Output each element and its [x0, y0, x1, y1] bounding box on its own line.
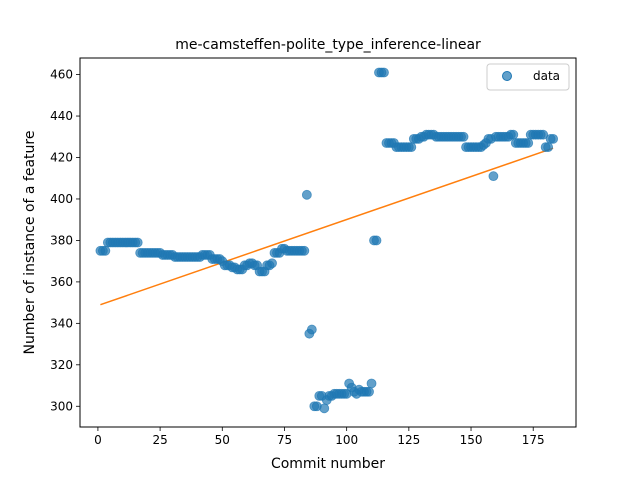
data-point	[319, 403, 330, 414]
x-axis-label: Commit number	[271, 456, 385, 472]
data-point	[299, 245, 310, 256]
fit-line-layer	[100, 147, 554, 306]
legend-marker-data	[502, 71, 512, 81]
legend-label-data: data	[533, 69, 560, 83]
data-point	[306, 324, 317, 335]
legend-box	[486, 63, 570, 91]
data-point	[267, 258, 277, 269]
data-point	[100, 245, 111, 256]
data-point	[538, 129, 549, 140]
x-axis-ticks: 0 25 50 75 100 125 150 175	[94, 427, 545, 447]
data-point	[379, 67, 389, 78]
legend: data	[486, 63, 570, 91]
data-point	[548, 133, 559, 144]
fit-line	[100, 147, 554, 306]
y-tick-label: 300	[50, 399, 73, 413]
data-point	[543, 142, 554, 153]
y-tick-label: 360	[50, 275, 73, 289]
x-tick-label: 125	[397, 433, 420, 447]
data-point	[366, 378, 377, 389]
data-point	[364, 386, 374, 397]
x-tick-label: 150	[460, 433, 483, 447]
points-layer	[95, 67, 559, 414]
y-tick-label: 420	[50, 151, 73, 165]
y-axis-ticks: 300 320 340 360 380 400 420 440 460	[50, 68, 80, 413]
data-point	[508, 129, 519, 140]
x-tick-label: 175	[522, 433, 545, 447]
data-point	[371, 235, 382, 246]
data-point	[132, 237, 143, 248]
x-tick-label: 0	[94, 433, 102, 447]
data-point	[488, 171, 499, 182]
y-tick-label: 340	[50, 316, 73, 330]
x-tick-label: 75	[277, 433, 292, 447]
y-tick-label: 460	[50, 68, 73, 82]
x-tick-label: 50	[215, 433, 230, 447]
data-point	[406, 142, 417, 153]
y-tick-label: 400	[50, 192, 73, 206]
y-tick-label: 380	[50, 233, 73, 247]
y-tick-label: 320	[50, 358, 73, 372]
y-tick-label: 440	[50, 109, 73, 123]
data-point	[301, 189, 312, 200]
chart-title: me-camsteffen-polite_type_inference-line…	[175, 37, 481, 53]
plot-area-frame	[79, 57, 577, 428]
data-point	[458, 131, 469, 142]
x-tick-label: 25	[152, 433, 167, 447]
data-point	[523, 138, 534, 148]
x-tick-label: 100	[335, 433, 358, 447]
y-axis-label: Number of instance of a feature	[22, 131, 38, 355]
